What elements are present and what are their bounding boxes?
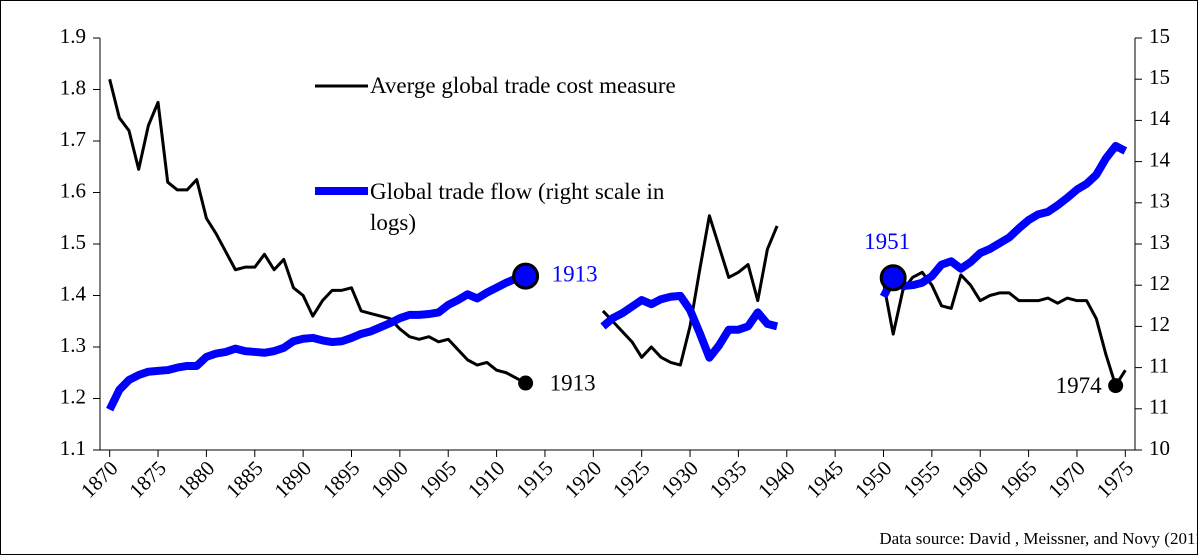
y2-tick-label: 15 [1149, 24, 1170, 48]
y2-tick-label: 13 [1149, 230, 1170, 254]
y2-tick-label: 11 [1149, 353, 1169, 377]
x-tick-label: 1890 [269, 456, 316, 503]
y2-tick-label: 13 [1149, 189, 1170, 213]
series-line [106, 141, 1128, 412]
y2-tick-label: 14 [1149, 147, 1171, 171]
x-tick-label: 1920 [560, 456, 607, 503]
x-tick-label: 1935 [705, 456, 752, 503]
x-tick-label: 1970 [1043, 456, 1090, 503]
x-tick-label: 1905 [414, 456, 461, 503]
point-marker [512, 262, 540, 290]
y2-tick-label: 12 [1149, 312, 1170, 336]
x-tick-label: 1885 [221, 456, 268, 503]
y2-tick-label: 11 [1149, 395, 1169, 419]
y-tick-label: 1.6 [60, 178, 86, 202]
y-tick-label: 1.4 [60, 281, 87, 305]
legend-label: Averge global trade cost measure [370, 73, 676, 98]
annotation: 1913 [550, 370, 596, 395]
y2-tick-label: 10 [1149, 436, 1170, 460]
annotation: 1951 [864, 229, 910, 254]
y2-tick-label: 12 [1149, 271, 1170, 295]
x-tick-label: 1910 [463, 456, 510, 503]
source-note: Data source: David , Meissner, and Novy … [879, 529, 1198, 548]
y-tick-label: 1.3 [60, 333, 86, 357]
annotation: 1974 [1056, 373, 1103, 398]
y-tick-label: 1.1 [60, 436, 86, 460]
x-tick-label: 1880 [173, 456, 220, 503]
y2-tick-label: 14 [1149, 106, 1171, 130]
x-tick-label: 1955 [898, 456, 945, 503]
x-tick-label: 1915 [511, 456, 558, 503]
x-tick-label: 1965 [995, 456, 1042, 503]
series-line [108, 78, 1127, 388]
x-tick-label: 1975 [1092, 456, 1139, 503]
x-tick-label: 1945 [801, 456, 848, 503]
x-tick-label: 1875 [124, 456, 171, 503]
x-tick-label: 1930 [656, 456, 703, 503]
point-marker [879, 264, 907, 292]
y-tick-label: 1.7 [60, 127, 86, 151]
point-marker [518, 375, 534, 391]
x-tick-label: 1960 [947, 456, 994, 503]
x-tick-label: 1950 [850, 456, 897, 503]
point-marker [1108, 378, 1124, 394]
y-tick-label: 1.5 [60, 230, 86, 254]
y2-tick-label: 15 [1149, 65, 1170, 89]
y-tick-label: 1.9 [60, 24, 86, 48]
x-tick-label: 1925 [608, 456, 655, 503]
x-tick-label: 1870 [76, 456, 123, 503]
y-tick-label: 1.8 [60, 75, 86, 99]
annotation: 1913 [552, 261, 598, 286]
x-tick-label: 1900 [366, 456, 413, 503]
x-tick-label: 1895 [318, 456, 365, 503]
y-tick-label: 1.2 [60, 384, 86, 408]
x-tick-label: 1940 [753, 456, 800, 503]
legend-label: Global trade flow (right scale in logs) [370, 179, 665, 235]
